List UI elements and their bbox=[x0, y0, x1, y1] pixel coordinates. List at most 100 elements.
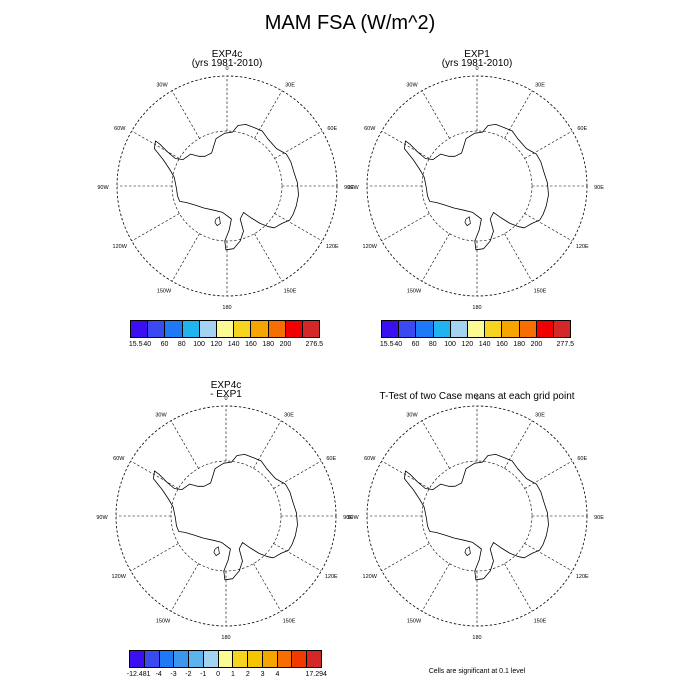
latitude-circle bbox=[421, 460, 533, 572]
longitude-label: 30W bbox=[406, 83, 418, 89]
colorbar-tick-label: 80 bbox=[428, 341, 437, 348]
colorbar-box bbox=[485, 321, 503, 337]
longitude-label: 90W bbox=[97, 185, 109, 191]
island-outline bbox=[464, 216, 471, 227]
colorbar-box bbox=[165, 321, 183, 337]
longitude-label: 90W bbox=[96, 515, 108, 521]
longitude-label: 120E bbox=[576, 244, 589, 250]
longitude-label: 0 bbox=[475, 66, 478, 72]
longitude-label: 90E bbox=[594, 185, 604, 191]
colorbar-tick-label: 60 bbox=[411, 341, 420, 348]
longitude-label: 30W bbox=[406, 413, 418, 419]
longitude-label: 180 bbox=[472, 635, 481, 641]
meridian-line bbox=[421, 563, 450, 612]
colorbar-tick-label: -1 bbox=[200, 671, 207, 678]
panel-1-title-line-1: EXP4c bbox=[211, 49, 243, 60]
meridian-line bbox=[524, 460, 573, 489]
meridian-line bbox=[254, 90, 283, 139]
colorbar-tick-label: -12.481 bbox=[126, 671, 151, 678]
significance-note: Cells are significant at 0.1 level bbox=[428, 668, 526, 675]
longitude-label: 60E bbox=[577, 456, 587, 462]
longitude-label: 30E bbox=[285, 83, 295, 89]
colorbar-tick-label: -2 bbox=[185, 671, 192, 678]
panel-2-title: EXP1 (yrs 1981-2010) bbox=[357, 50, 597, 69]
longitude-label: 120W bbox=[363, 244, 378, 250]
colorbar-box bbox=[399, 321, 417, 337]
antarctica-coastline bbox=[153, 124, 299, 251]
island-outline bbox=[464, 546, 471, 557]
colorbar-tick-label: 15.5 bbox=[128, 341, 143, 348]
colorbar-labels: -12.481 -4 -3 -2 -1 0 1 2 3 4 17.294 bbox=[126, 668, 327, 678]
meridian-line bbox=[524, 543, 573, 572]
colorbar-box bbox=[216, 321, 235, 337]
longitude-label: 180 bbox=[222, 305, 231, 311]
colorbar-box bbox=[433, 321, 451, 337]
longitude-label: 60E bbox=[577, 126, 587, 132]
colorbar-box bbox=[218, 651, 234, 667]
colorbar-tick-label: 100 bbox=[444, 341, 456, 348]
colorbar-tick-label: 180 bbox=[262, 341, 275, 348]
longitude-label: 120W bbox=[363, 574, 378, 580]
meridian-line bbox=[421, 420, 450, 469]
longitude-label: 90W bbox=[347, 185, 359, 191]
longitude-label: 60W bbox=[113, 456, 125, 462]
colorbar-box bbox=[251, 321, 269, 337]
colorbar-box bbox=[233, 651, 249, 667]
meridian-line bbox=[253, 420, 282, 469]
meridian-line bbox=[130, 543, 179, 572]
colorbar-labels: 15.5 40 60 80 100 120 140 160 180 200 276.5 bbox=[128, 338, 323, 348]
longitude-label: 180 bbox=[221, 635, 230, 641]
colorbar-box bbox=[248, 651, 263, 667]
colorbar-tick-label: 160 bbox=[245, 341, 257, 348]
colorbar-box bbox=[174, 651, 190, 667]
colorbar-boxes bbox=[129, 650, 322, 668]
meridian-line bbox=[254, 233, 283, 282]
colorbar-tick-label: 80 bbox=[177, 341, 186, 348]
meridian-line bbox=[421, 90, 450, 139]
polar-map-group: 0 30E 60E 90E 120E 150E 180 150W 120W 90W 60W 30W bbox=[96, 396, 353, 641]
longitude-label: 90E bbox=[344, 185, 354, 191]
colorbar-tick-label: 200 bbox=[279, 341, 292, 348]
meridian-line bbox=[504, 420, 533, 469]
colorbar-tick-label: 277.5 bbox=[556, 341, 575, 348]
antarctica-coastline bbox=[403, 453, 549, 581]
colorbar-tick-label: 0 bbox=[216, 671, 221, 678]
colorbar-tick-label: 200 bbox=[530, 341, 543, 348]
longitude-label: 150E bbox=[284, 288, 297, 294]
longitude-label: 0 bbox=[225, 66, 228, 72]
colorbar-box bbox=[302, 321, 320, 337]
meridian-line bbox=[524, 213, 573, 242]
panel-3-title-line-1: EXP4c bbox=[210, 380, 242, 391]
colorbar-box bbox=[382, 321, 400, 337]
colorbar-tick-label: 100 bbox=[193, 341, 205, 348]
colorbar-box bbox=[536, 321, 554, 337]
longitude-label: 30E bbox=[284, 413, 294, 419]
longitude-label: 30E bbox=[535, 413, 545, 419]
longitude-label: 150E bbox=[534, 618, 547, 624]
colorbar-tick-label: 180 bbox=[513, 341, 526, 348]
longitude-label: 150E bbox=[534, 288, 547, 294]
colorbar-box bbox=[553, 321, 571, 337]
meridian-line bbox=[130, 460, 179, 489]
colorbar-box bbox=[130, 651, 145, 667]
antarctica-coastline bbox=[403, 124, 549, 251]
meridian-line bbox=[253, 563, 282, 612]
colorbar-tick-label: 140 bbox=[227, 341, 240, 348]
meridian-line bbox=[504, 233, 533, 282]
map-boundary-circle bbox=[366, 405, 588, 627]
longitude-label: 60W bbox=[114, 126, 126, 132]
longitude-label: 150E bbox=[283, 618, 296, 624]
meridian-line bbox=[381, 213, 430, 242]
longitude-label: 180 bbox=[472, 305, 481, 311]
longitude-label: 90E bbox=[594, 515, 604, 521]
longitude-label: 60W bbox=[364, 126, 376, 132]
longitude-label: 30E bbox=[535, 83, 545, 89]
colorbar-box bbox=[199, 321, 217, 337]
colorbar-box bbox=[144, 651, 160, 667]
colorbar-boxes bbox=[130, 320, 320, 338]
